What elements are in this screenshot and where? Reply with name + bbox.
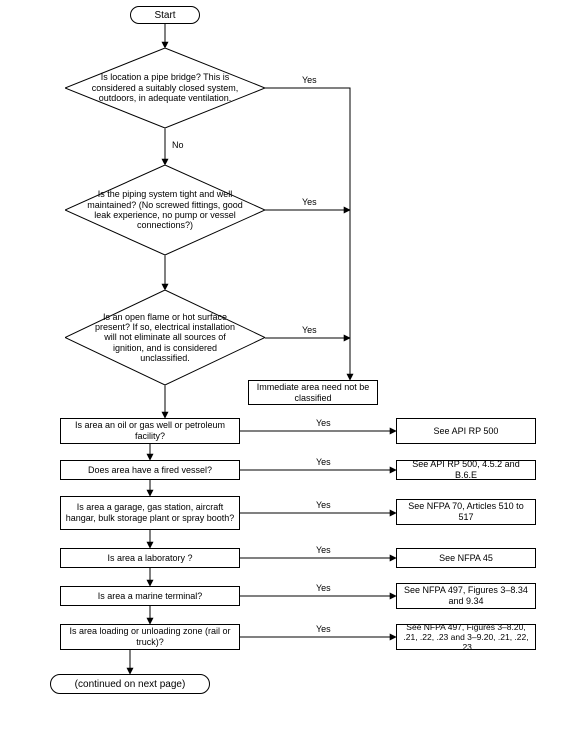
edge-label-yes: Yes: [302, 325, 317, 335]
answer-nfpa-497-8-34-text: See NFPA 497, Figures 3–8.34 and 9.34: [401, 585, 531, 607]
decision-open-flame: Is an open flame or hot surface present?…: [65, 290, 265, 385]
answer-api-rp-500: See API RP 500: [396, 418, 536, 444]
result-immediate-area-text: Immediate area need not be classified: [253, 382, 373, 404]
edge-label-yes: Yes: [316, 545, 331, 555]
edge-label-yes: Yes: [316, 457, 331, 467]
decision-piping-tight-text: Is the piping system tight and well main…: [65, 189, 265, 230]
question-garage-gas-station: Is area a garage, gas station, aircraft …: [60, 496, 240, 530]
question-loading-zone: Is area loading or unloading zone (rail …: [60, 624, 240, 650]
edge-label-yes: Yes: [316, 418, 331, 428]
question-laboratory-text: Is area a laboratory ?: [107, 553, 192, 564]
edge-label-yes: Yes: [316, 583, 331, 593]
question-fired-vessel-text: Does area have a fired vessel?: [88, 465, 212, 476]
edge-label-yes: Yes: [302, 75, 317, 85]
result-immediate-area: Immediate area need not be classified: [248, 380, 378, 405]
answer-api-rp-500-text: See API RP 500: [434, 426, 499, 437]
question-oil-gas-well-text: Is area an oil or gas well or petroleum …: [65, 420, 235, 442]
question-loading-zone-text: Is area loading or unloading zone (rail …: [65, 626, 235, 648]
flowchart-canvas: Start Is location a pipe bridge? This is…: [0, 0, 567, 733]
start-node: Start: [130, 6, 200, 24]
edge-label-no: No: [172, 140, 184, 150]
edge-label-yes: Yes: [316, 500, 331, 510]
decision-pipe-bridge-text: Is location a pipe bridge? This is consi…: [65, 72, 265, 103]
answer-nfpa-70: See NFPA 70, Articles 510 to 517: [396, 499, 536, 525]
question-marine-terminal-text: Is area a marine terminal?: [98, 591, 203, 602]
edge-label-yes: Yes: [316, 624, 331, 634]
answer-nfpa-497-8-20: See NFPA 497, Figures 3–8.20, .21, .22, …: [396, 624, 536, 650]
answer-api-rp-500-4-5-2-text: See API RP 500, 4.5.2 and B.6.E: [401, 459, 531, 481]
decision-pipe-bridge: Is location a pipe bridge? This is consi…: [65, 48, 265, 128]
answer-nfpa-45-text: See NFPA 45: [439, 553, 493, 564]
decision-open-flame-text: Is an open flame or hot surface present?…: [65, 312, 265, 364]
question-laboratory: Is area a laboratory ?: [60, 548, 240, 568]
answer-nfpa-70-text: See NFPA 70, Articles 510 to 517: [401, 501, 531, 523]
start-label: Start: [154, 10, 175, 21]
question-oil-gas-well: Is area an oil or gas well or petroleum …: [60, 418, 240, 444]
continued-label: (continued on next page): [75, 679, 186, 690]
question-marine-terminal: Is area a marine terminal?: [60, 586, 240, 606]
answer-nfpa-45: See NFPA 45: [396, 548, 536, 568]
question-garage-gas-station-text: Is area a garage, gas station, aircraft …: [65, 502, 235, 524]
answer-nfpa-497-8-34: See NFPA 497, Figures 3–8.34 and 9.34: [396, 583, 536, 609]
continued-node: (continued on next page): [50, 674, 210, 694]
edge-label-yes: Yes: [302, 197, 317, 207]
answer-nfpa-497-8-20-text: See NFPA 497, Figures 3–8.20, .21, .22, …: [401, 622, 531, 653]
decision-piping-tight: Is the piping system tight and well main…: [65, 165, 265, 255]
question-fired-vessel: Does area have a fired vessel?: [60, 460, 240, 480]
answer-api-rp-500-4-5-2: See API RP 500, 4.5.2 and B.6.E: [396, 460, 536, 480]
